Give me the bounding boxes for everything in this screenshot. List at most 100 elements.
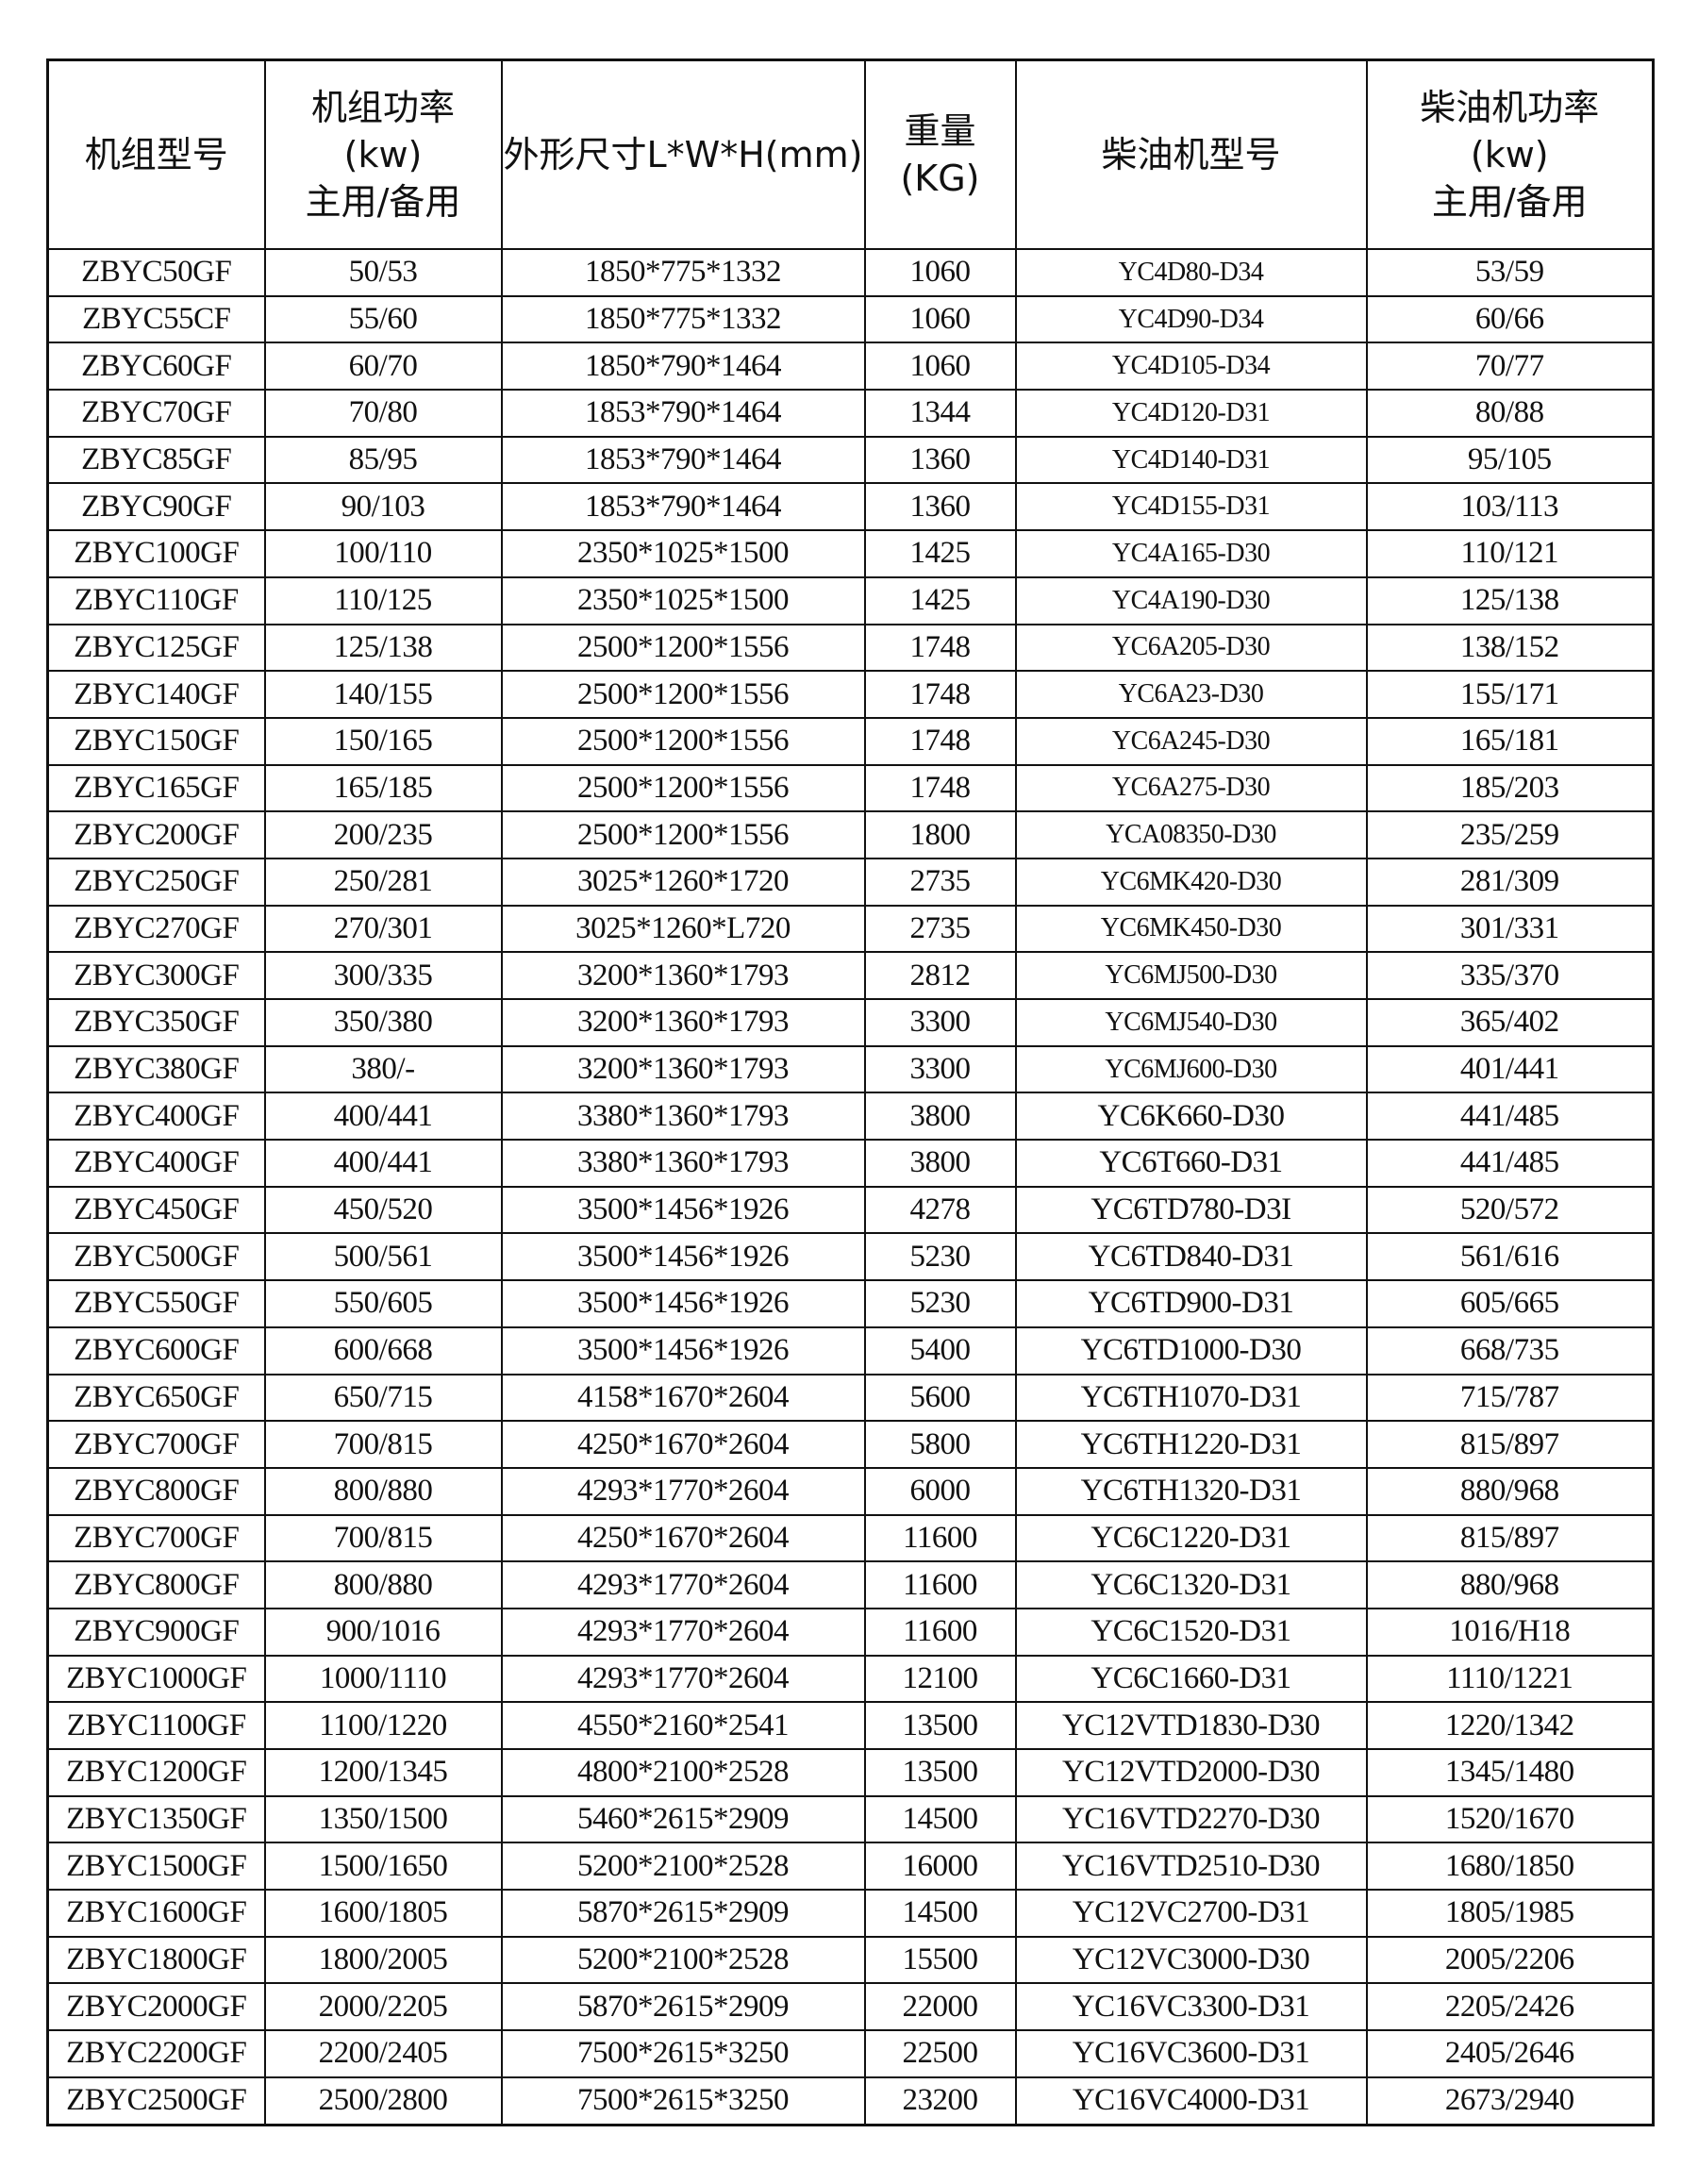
cell-dimensions: 1853*790*1464 <box>500 435 866 485</box>
cell-engine-power: 561/616 <box>1365 1232 1655 1282</box>
cell-weight: 3800 <box>863 1092 1017 1142</box>
table-row: ZBYC1500GF 1500/1650 5200*2100*2528 16000 YC… <box>46 1842 1655 1892</box>
cell-dimensions: 3025*1260*L720 <box>500 904 866 954</box>
cell-dimensions: 4550*2160*2541 <box>500 1701 866 1750</box>
cell-unit-power: 50/53 <box>263 248 503 297</box>
cell-weight: 5230 <box>863 1232 1017 1282</box>
column-header-engine-power: 柴油机功率 (kw) 主用/备用 <box>1365 58 1655 250</box>
cell-unit-power: 270/301 <box>263 904 503 954</box>
cell-engine-model: YC6MJ540-D30 <box>1014 998 1368 1047</box>
cell-unit-power: 400/441 <box>263 1092 503 1142</box>
cell-engine-power: 60/66 <box>1365 294 1655 344</box>
cell-engine-power: 2005/2206 <box>1365 1935 1655 1985</box>
cell-engine-power: 1345/1480 <box>1365 1748 1655 1797</box>
cell-unit-power: 90/103 <box>263 482 503 532</box>
table-row: ZBYC2200GF 2200/2405 7500*2615*3250 22500 YC… <box>46 2029 1655 2078</box>
cell-engine-model: YC12VTD2000-D30 <box>1014 1748 1368 1797</box>
cell-weight: 14500 <box>863 1889 1017 1938</box>
cell-unit-power: 800/880 <box>263 1466 503 1516</box>
header-line: 机组型号 <box>84 134 228 175</box>
cell-engine-power: 125/138 <box>1365 575 1655 625</box>
header-row: 机组型号 机组功率 (kw) 主用/备用 外形尺寸L*W*H(mm) 重量 (KG) 柴油机型… <box>46 58 1655 250</box>
cell-engine-model: YC4D155-D31 <box>1014 482 1368 532</box>
table-header: 机组型号 机组功率 (kw) 主用/备用 外形尺寸L*W*H(mm) 重量 (KG) 柴油机型… <box>46 58 1655 250</box>
table-row: ZBYC350GF 350/380 3200*1360*1793 3300 YC6MJ5… <box>46 998 1655 1047</box>
table-row: ZBYC500GF 500/561 3500*1456*1926 5230 YC6TD8… <box>46 1232 1655 1282</box>
table-row: ZBYC50GF 50/53 1850*775*1332 1060 YC4D80-D34… <box>46 248 1655 297</box>
cell-engine-model: YC16VTD2510-D30 <box>1014 1842 1368 1892</box>
cell-unit-power: 650/715 <box>263 1373 503 1423</box>
cell-dimensions: 1850*790*1464 <box>500 342 866 392</box>
cell-weight: 1060 <box>863 342 1017 392</box>
cell-dimensions: 5870*2615*2909 <box>500 1889 866 1938</box>
cell-engine-model: YC6MJ500-D30 <box>1014 951 1368 1000</box>
cell-weight: 3800 <box>863 1139 1017 1188</box>
cell-engine-power: 668/735 <box>1365 1325 1655 1375</box>
table-row: ZBYC800GF 800/880 4293*1770*2604 6000 YC6TH1… <box>46 1466 1655 1516</box>
cell-dimensions: 4293*1770*2604 <box>500 1607 866 1657</box>
cell-dimensions: 2350*1025*1500 <box>500 529 866 578</box>
cell-unit-power: 2500/2800 <box>263 2076 503 2126</box>
cell-engine-power: 2205/2426 <box>1365 1982 1655 2032</box>
header-line: 机组功率 <box>310 87 455 128</box>
cell-engine-model: YC6TD780-D3I <box>1014 1185 1368 1235</box>
column-header-unit-power: 机组功率 (kw) 主用/备用 <box>263 58 503 250</box>
cell-model: ZBYC1500GF <box>46 1842 266 1892</box>
cell-model: ZBYC500GF <box>46 1232 266 1282</box>
cell-model: ZBYC1200GF <box>46 1748 266 1797</box>
table-body: ZBYC50GF 50/53 1850*775*1332 1060 YC4D80-D34… <box>46 248 1655 2126</box>
cell-weight: 22000 <box>863 1982 1017 2032</box>
table-row: ZBYC400GF 400/441 3380*1360*1793 3800 YC6K66… <box>46 1092 1655 1142</box>
cell-engine-power: 605/665 <box>1365 1279 1655 1328</box>
cell-unit-power: 140/155 <box>263 670 503 719</box>
cell-engine-model: YC6MK450-D30 <box>1014 904 1368 954</box>
table-row: ZBYC125GF 125/138 2500*1200*1556 1748 YC6A20… <box>46 623 1655 673</box>
cell-model: ZBYC1100GF <box>46 1701 266 1750</box>
cell-weight: 13500 <box>863 1701 1017 1750</box>
cell-weight: 1425 <box>863 529 1017 578</box>
cell-unit-power: 800/880 <box>263 1560 503 1609</box>
cell-weight: 3300 <box>863 998 1017 1047</box>
cell-model: ZBYC1350GF <box>46 1794 266 1844</box>
cell-engine-power: 1520/1670 <box>1365 1794 1655 1844</box>
cell-model: ZBYC2000GF <box>46 1982 266 2032</box>
cell-engine-power: 1016/H18 <box>1365 1607 1655 1657</box>
table-row: ZBYC300GF 300/335 3200*1360*1793 2812 YC6MJ5… <box>46 951 1655 1000</box>
cell-engine-model: YC12VTD1830-D30 <box>1014 1701 1368 1750</box>
cell-model: ZBYC400GF <box>46 1092 266 1142</box>
cell-weight: 2735 <box>863 904 1017 954</box>
table-row: ZBYC70GF 70/80 1853*790*1464 1344 YC4D120-D3… <box>46 389 1655 438</box>
cell-engine-power: 165/181 <box>1365 716 1655 766</box>
cell-dimensions: 4800*2100*2528 <box>500 1748 866 1797</box>
cell-weight: 16000 <box>863 1842 1017 1892</box>
cell-engine-model: YC6A23-D30 <box>1014 670 1368 719</box>
cell-engine-power: 520/572 <box>1365 1185 1655 1235</box>
header-line: 主用/备用 <box>1431 181 1588 223</box>
cell-engine-power: 880/968 <box>1365 1466 1655 1516</box>
cell-unit-power: 1100/1220 <box>263 1701 503 1750</box>
cell-weight: 1060 <box>863 294 1017 344</box>
cell-engine-power: 335/370 <box>1365 951 1655 1000</box>
cell-weight: 5400 <box>863 1325 1017 1375</box>
cell-weight: 1344 <box>863 389 1017 438</box>
cell-dimensions: 3380*1360*1793 <box>500 1139 866 1188</box>
cell-model: ZBYC380GF <box>46 1044 266 1094</box>
cell-unit-power: 1500/1650 <box>263 1842 503 1892</box>
cell-unit-power: 2200/2405 <box>263 2029 503 2078</box>
column-header-dimensions: 外形尺寸L*W*H(mm) <box>500 58 866 250</box>
cell-engine-power: 815/897 <box>1365 1420 1655 1469</box>
table-row: ZBYC140GF 140/155 2500*1200*1556 1748 YC6A23… <box>46 670 1655 719</box>
cell-engine-model: YC6A205-D30 <box>1014 623 1368 673</box>
cell-unit-power: 85/95 <box>263 435 503 485</box>
cell-unit-power: 1200/1345 <box>263 1748 503 1797</box>
cell-model: ZBYC90GF <box>46 482 266 532</box>
header-line: 柴油机功率 <box>1420 87 1600 128</box>
cell-model: ZBYC200GF <box>46 810 266 859</box>
cell-model: ZBYC600GF <box>46 1325 266 1375</box>
cell-dimensions: 3500*1456*1926 <box>500 1185 866 1235</box>
cell-model: ZBYC150GF <box>46 716 266 766</box>
cell-engine-model: YC12VC3000-D30 <box>1014 1935 1368 1985</box>
header-line: (kw) <box>343 134 423 175</box>
table-row: ZBYC1200GF 1200/1345 4800*2100*2528 13500 YC… <box>46 1748 1655 1797</box>
table-row: ZBYC700GF 700/815 4250*1670*2604 5800 YC6TH1… <box>46 1420 1655 1469</box>
